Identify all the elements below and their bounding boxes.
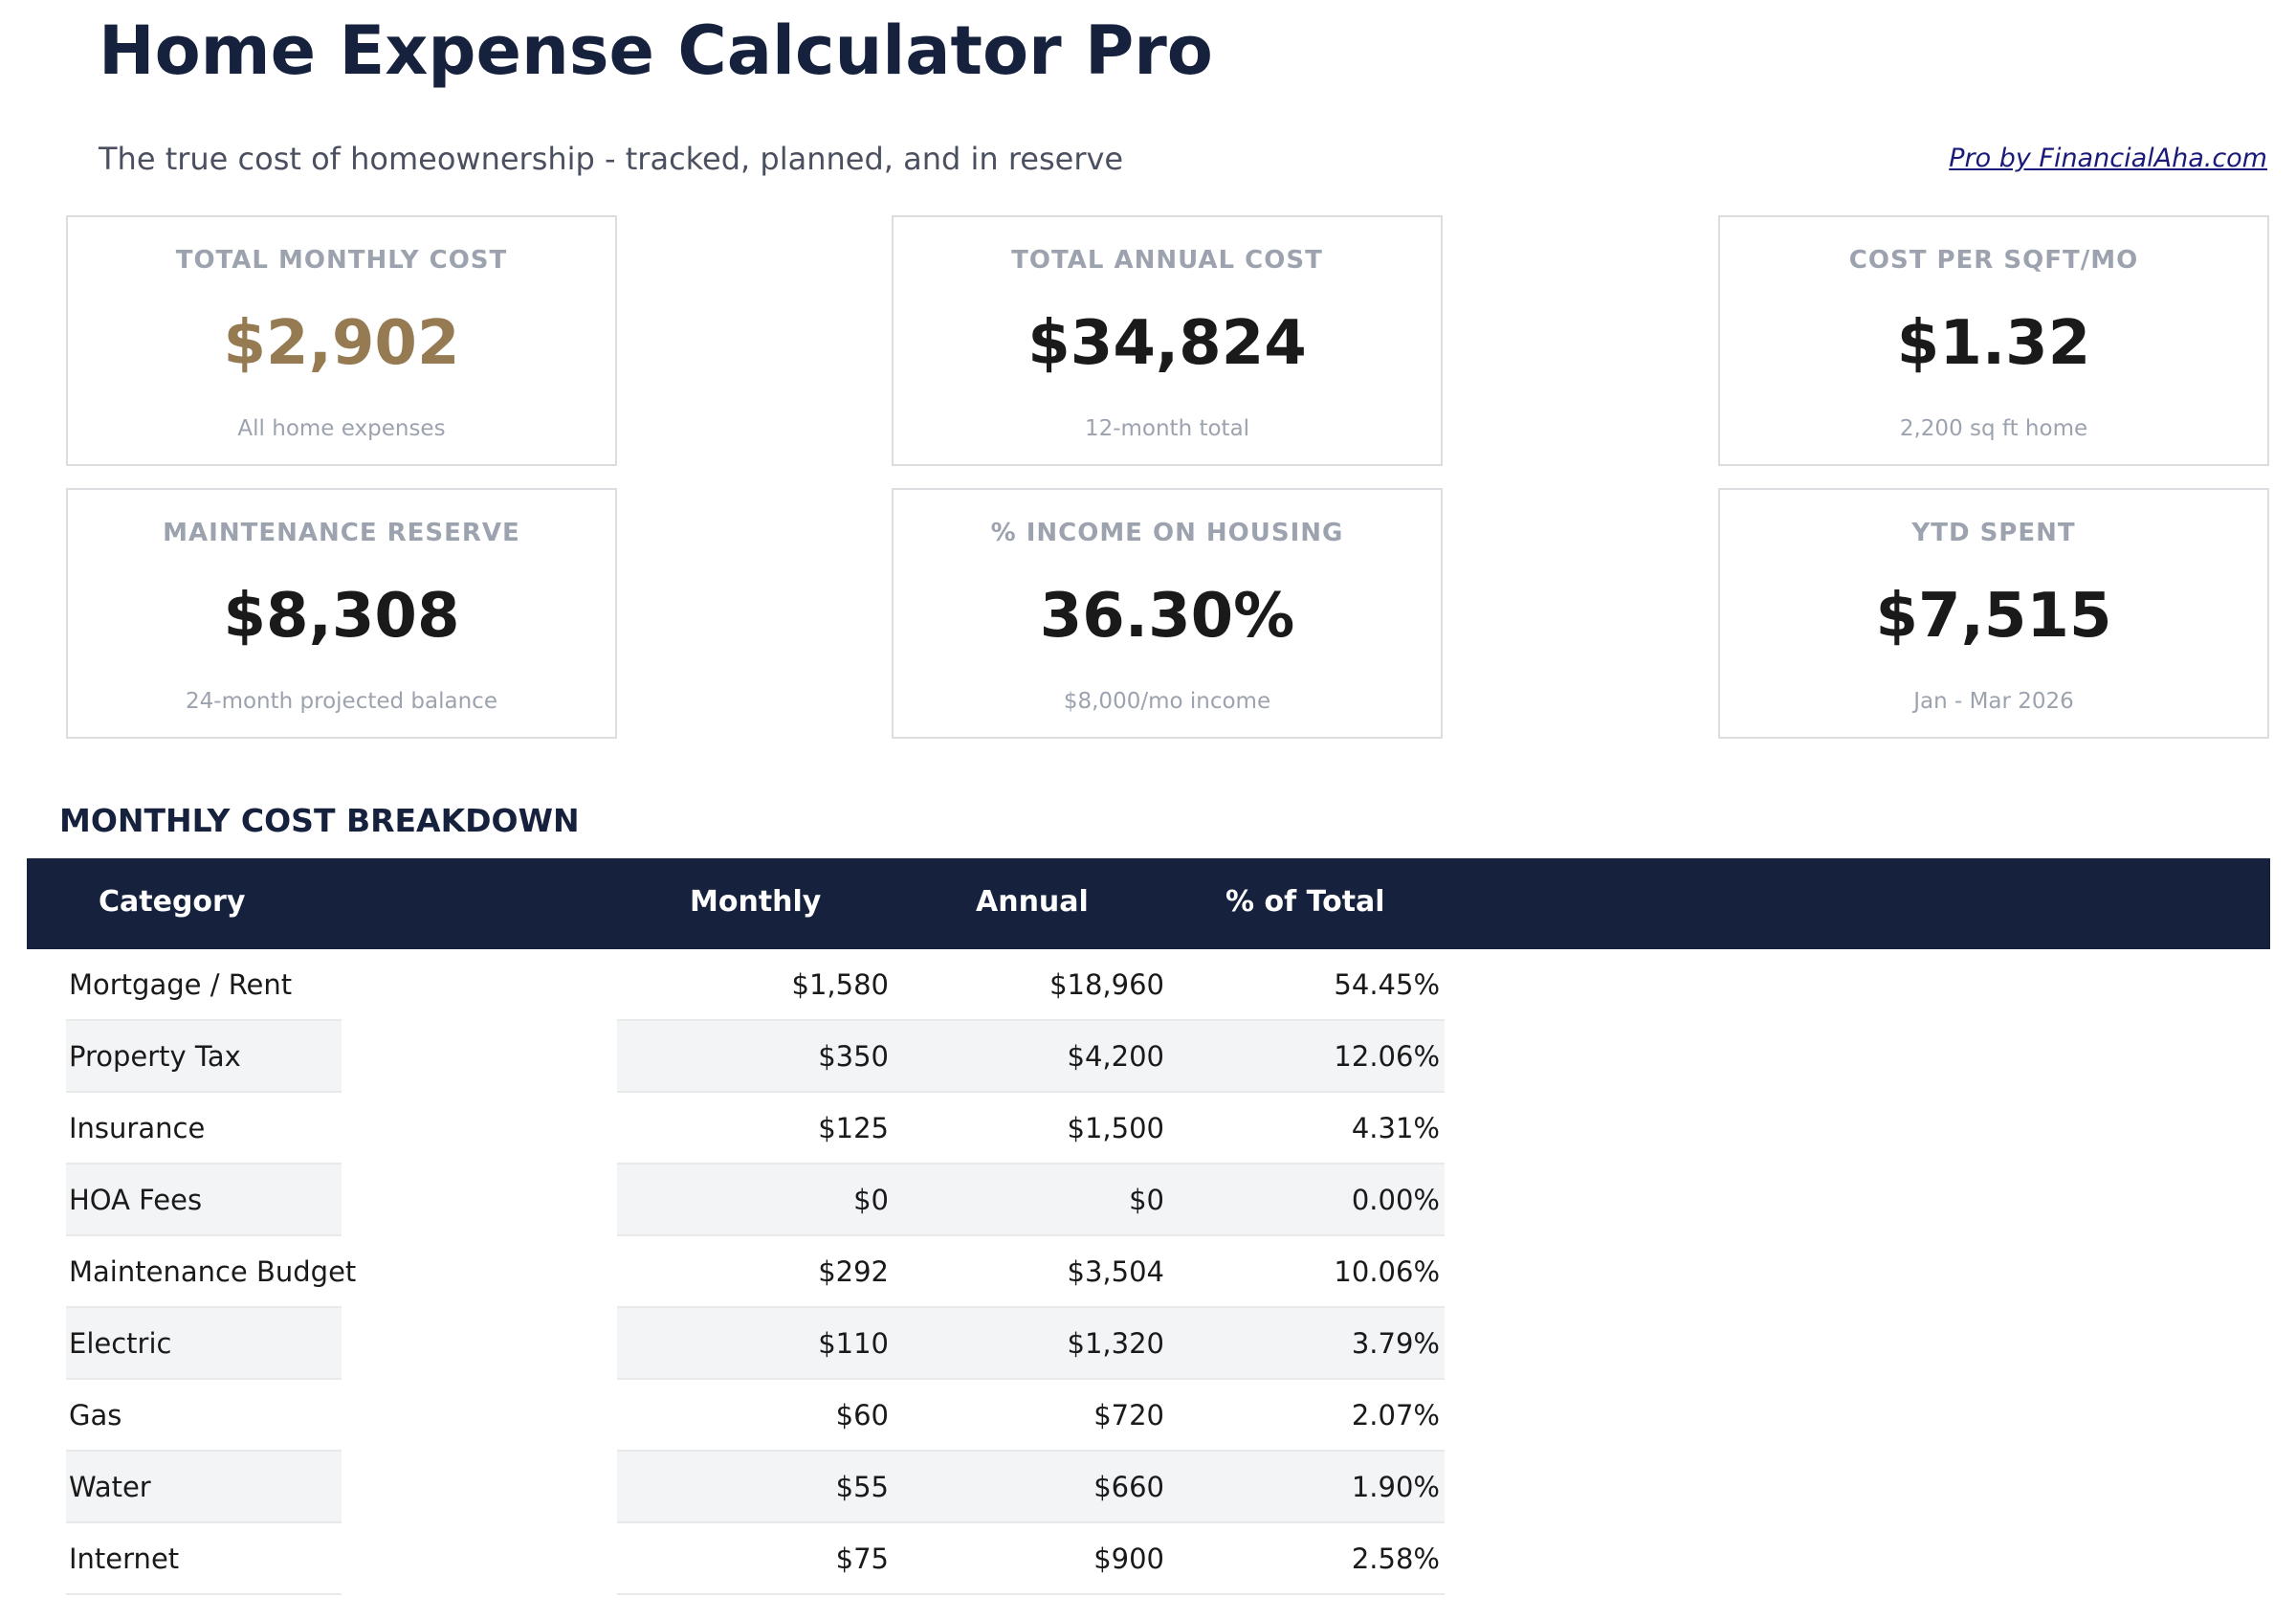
- value-cell: 1.90%: [1351, 1471, 1440, 1503]
- kpi-card: MAINTENANCE RESERVE $8,308 24-month projec…: [66, 488, 617, 739]
- value-cell: $1,500: [1067, 1112, 1164, 1144]
- kpi-value: $2,902: [223, 308, 460, 379]
- column-header: Category: [99, 885, 246, 919]
- row-shade: [66, 1165, 342, 1236]
- category-cell: Water: [69, 1471, 151, 1503]
- kpi-value: $1.32: [1896, 308, 2091, 379]
- value-cell: $900: [1093, 1542, 1164, 1575]
- value-cell: $18,960: [1049, 968, 1164, 1001]
- kpi-card: TOTAL MONTHLY COST $2,902 All home expense…: [66, 215, 617, 466]
- row-divider: [66, 1019, 342, 1021]
- row-divider: [617, 1521, 1445, 1523]
- kpi-note: 12-month total: [1084, 416, 1250, 441]
- kpi-value: $34,824: [1027, 308, 1307, 379]
- subtitle: The true cost of homeownership - tracked…: [99, 141, 1124, 177]
- section-title: MONTHLY COST BREAKDOWN: [59, 802, 580, 839]
- category-cell: Property Tax: [69, 1040, 241, 1073]
- row-divider: [66, 1234, 342, 1236]
- row-divider: [617, 1593, 1445, 1595]
- row-shade: [617, 1021, 1445, 1093]
- row-shade: [617, 1452, 1445, 1523]
- kpi-label: % INCOME ON HOUSING: [990, 519, 1344, 547]
- value-cell: 10.06%: [1334, 1255, 1440, 1288]
- row-divider: [617, 1306, 1445, 1308]
- kpi-card: % INCOME ON HOUSING 36.30% $8,000/mo incom…: [892, 488, 1443, 739]
- row-shade: [66, 1308, 342, 1380]
- category-cell: Electric: [69, 1327, 172, 1360]
- value-cell: $125: [818, 1112, 889, 1144]
- value-cell: $660: [1093, 1471, 1164, 1503]
- column-header: Monthly: [690, 885, 822, 919]
- value-cell: $292: [818, 1255, 889, 1288]
- kpi-label: COST PER SQFT/MO: [1848, 246, 2139, 275]
- row-divider: [66, 1378, 342, 1380]
- kpi-value: 36.30%: [1039, 581, 1295, 652]
- row-divider: [617, 1234, 1445, 1236]
- row-divider: [617, 1019, 1445, 1021]
- table-header: [27, 858, 2270, 949]
- kpi-label: MAINTENANCE RESERVE: [163, 519, 520, 547]
- kpi-note: 2,200 sq ft home: [1899, 416, 2088, 441]
- page-title: Home Expense Calculator Pro: [99, 11, 1213, 90]
- column-header: Annual: [976, 885, 1089, 919]
- value-cell: 4.31%: [1351, 1112, 1440, 1144]
- brand-link[interactable]: Pro by FinancialAha.com: [1949, 144, 2267, 173]
- row-shade: [617, 1165, 1445, 1236]
- value-cell: 2.58%: [1351, 1542, 1440, 1575]
- kpi-note: 24-month projected balance: [186, 689, 497, 714]
- kpi-note: Jan - Mar 2026: [1913, 689, 2074, 714]
- category-cell: Gas: [69, 1399, 122, 1431]
- category-cell: Insurance: [69, 1112, 206, 1144]
- value-cell: $75: [835, 1542, 889, 1575]
- kpi-value: $7,515: [1875, 581, 2112, 652]
- column-header: % of Total: [1225, 885, 1385, 919]
- value-cell: $350: [818, 1040, 889, 1073]
- kpi-card: COST PER SQFT/MO $1.32 2,200 sq ft home: [1718, 215, 2269, 466]
- kpi-card: YTD SPENT $7,515 Jan - Mar 2026: [1718, 488, 2269, 739]
- value-cell: 12.06%: [1334, 1040, 1440, 1073]
- kpi-note: $8,000/mo income: [1063, 689, 1271, 714]
- row-divider: [66, 1521, 342, 1523]
- row-shade: [617, 1308, 1445, 1380]
- value-cell: 3.79%: [1351, 1327, 1440, 1360]
- value-cell: $0: [853, 1184, 889, 1216]
- category-cell: Internet: [69, 1542, 180, 1575]
- kpi-label: TOTAL ANNUAL COST: [1011, 246, 1323, 275]
- value-cell: $1,320: [1067, 1327, 1164, 1360]
- kpi-card: TOTAL ANNUAL COST $34,824 12-month total: [892, 215, 1443, 466]
- row-divider: [66, 1450, 342, 1452]
- row-divider: [617, 1163, 1445, 1165]
- value-cell: $60: [835, 1399, 889, 1431]
- value-cell: 0.00%: [1351, 1184, 1440, 1216]
- value-cell: $4,200: [1067, 1040, 1164, 1073]
- value-cell: $1,580: [791, 968, 889, 1001]
- value-cell: $3,504: [1067, 1255, 1164, 1288]
- row-divider: [66, 1593, 342, 1595]
- row-divider: [66, 1091, 342, 1093]
- value-cell: $0: [1129, 1184, 1164, 1216]
- category-cell: Mortgage / Rent: [69, 968, 293, 1001]
- row-shade: [66, 1021, 342, 1093]
- kpi-label: YTD SPENT: [1911, 519, 2076, 547]
- value-cell: $110: [818, 1327, 889, 1360]
- row-divider: [617, 1091, 1445, 1093]
- category-cell: Maintenance Budget: [69, 1255, 357, 1288]
- row-shade: [66, 1452, 342, 1523]
- value-cell: 54.45%: [1334, 968, 1440, 1001]
- row-divider: [617, 1378, 1445, 1380]
- value-cell: $55: [835, 1471, 889, 1503]
- kpi-value: $8,308: [223, 581, 460, 652]
- row-divider: [66, 1163, 342, 1165]
- row-divider: [617, 1450, 1445, 1452]
- row-divider: [66, 1306, 342, 1308]
- kpi-note: All home expenses: [237, 416, 446, 441]
- value-cell: $720: [1093, 1399, 1164, 1431]
- kpi-label: TOTAL MONTHLY COST: [175, 246, 508, 275]
- value-cell: 2.07%: [1351, 1399, 1440, 1431]
- category-cell: HOA Fees: [69, 1184, 203, 1216]
